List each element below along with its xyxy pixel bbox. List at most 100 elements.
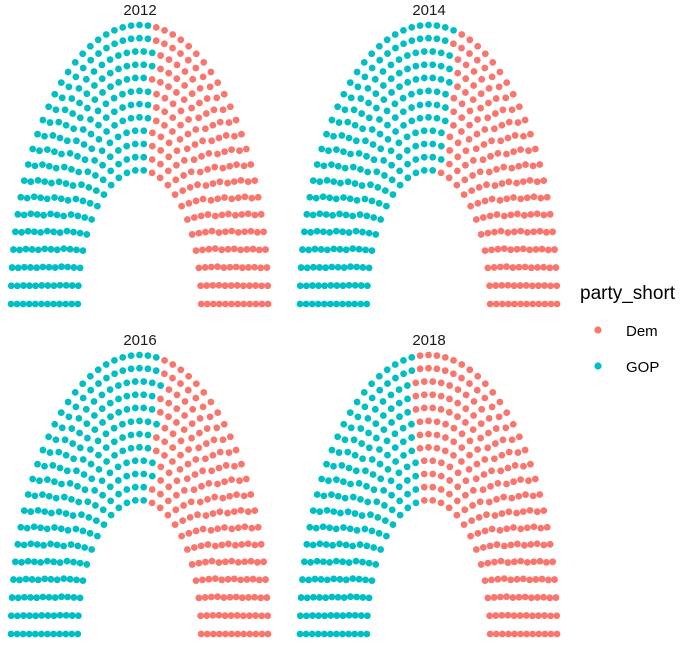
seat-dot	[357, 300, 365, 308]
seat-dot	[474, 116, 481, 123]
seat-dot	[188, 231, 196, 238]
seat-dot	[533, 540, 541, 548]
seat-dot	[27, 540, 35, 548]
seat-dot	[79, 527, 87, 535]
seat-dot	[494, 479, 502, 487]
seat-dot	[327, 612, 335, 619]
seat-dot	[228, 300, 235, 308]
seat-dot	[91, 157, 99, 164]
seat-dot	[479, 214, 487, 221]
seat-dot	[477, 561, 485, 568]
seat-dot	[498, 510, 506, 517]
seat-dot	[412, 472, 420, 480]
seat-dot	[330, 462, 337, 470]
seat-dot	[513, 245, 521, 253]
seat-dot	[50, 282, 58, 290]
seat-dot	[536, 227, 544, 235]
seat-dot	[53, 541, 61, 549]
seat-dot	[111, 40, 118, 48]
seat-dot	[83, 231, 91, 238]
seat-dot	[307, 558, 315, 566]
seat-dot	[383, 437, 391, 445]
seat-dot	[475, 514, 483, 521]
seat-dot	[508, 436, 516, 444]
seat-dot	[123, 49, 131, 57]
seat-dot	[16, 576, 24, 584]
seat-dot	[7, 282, 15, 290]
seat-dot	[50, 630, 57, 638]
seat-dot	[260, 228, 268, 236]
seat-dot	[303, 594, 311, 602]
seat-dot	[313, 557, 321, 565]
seat-dot	[220, 264, 228, 271]
seat-dot	[328, 263, 336, 271]
seat-dot	[148, 472, 156, 480]
seat-dot	[488, 403, 496, 411]
seat-dot	[63, 467, 71, 475]
seat-dot	[232, 116, 240, 124]
seat-dot	[41, 245, 49, 253]
seat-dot	[58, 150, 65, 158]
seat-dot	[383, 107, 391, 115]
seat-dot	[234, 630, 242, 638]
seat-dot	[234, 558, 242, 566]
seat-dot	[355, 479, 363, 487]
seat-dot	[442, 90, 449, 98]
seat-dot	[207, 68, 215, 76]
seat-dot	[131, 166, 139, 174]
seat-dot	[203, 300, 211, 308]
seat-dot	[446, 65, 453, 73]
seat-dot	[329, 211, 337, 219]
seat-dot	[477, 231, 485, 238]
seat-dot	[326, 300, 334, 308]
seat-dot	[313, 161, 321, 168]
seat-dot	[425, 430, 432, 438]
seat-dot	[22, 245, 30, 253]
seat-dot	[214, 150, 221, 158]
seat-dot	[429, 483, 437, 491]
seat-dot	[115, 490, 122, 498]
seat-dot	[161, 121, 168, 129]
seat-dot	[221, 228, 229, 236]
seat-dot	[74, 300, 82, 308]
seat-dot	[186, 184, 194, 191]
seat-dot	[303, 264, 311, 272]
seat-dot	[210, 436, 218, 444]
seat-dot	[528, 612, 536, 620]
seat-dot	[244, 540, 252, 548]
seat-dot	[340, 420, 348, 428]
seat-dot	[188, 434, 196, 442]
seat-dot	[161, 424, 169, 432]
seat-dot	[232, 263, 240, 271]
seat-dot	[221, 524, 228, 531]
seat-dot	[429, 404, 437, 412]
seat-dot	[37, 524, 45, 532]
seat-dot	[79, 394, 87, 402]
seat-dot	[384, 451, 391, 459]
seat-dot	[361, 195, 369, 203]
seat-dot	[340, 594, 348, 601]
seat-dot	[513, 179, 520, 187]
seat-dot	[86, 529, 94, 537]
seat-dot	[445, 78, 453, 86]
seat-dot	[296, 612, 304, 620]
seat-dot	[44, 612, 52, 619]
seat-dot	[498, 300, 506, 308]
seat-dot	[429, 378, 437, 385]
seat-dot	[57, 409, 65, 417]
seat-dot	[202, 110, 210, 117]
seat-dot	[433, 101, 441, 109]
seat-dot	[238, 130, 245, 138]
seat-dot	[199, 73, 207, 81]
seat-dot	[95, 135, 103, 143]
seat-dot	[408, 353, 416, 361]
seat-dot	[111, 370, 118, 378]
legend-label-gop: GOP	[626, 359, 659, 376]
seat-dot	[309, 211, 317, 219]
seat-dot	[180, 487, 188, 494]
seat-dot	[362, 576, 369, 584]
seat-dot	[111, 356, 118, 364]
seat-dot	[361, 525, 369, 533]
seat-dot	[37, 558, 45, 566]
seat-dot	[433, 418, 441, 426]
